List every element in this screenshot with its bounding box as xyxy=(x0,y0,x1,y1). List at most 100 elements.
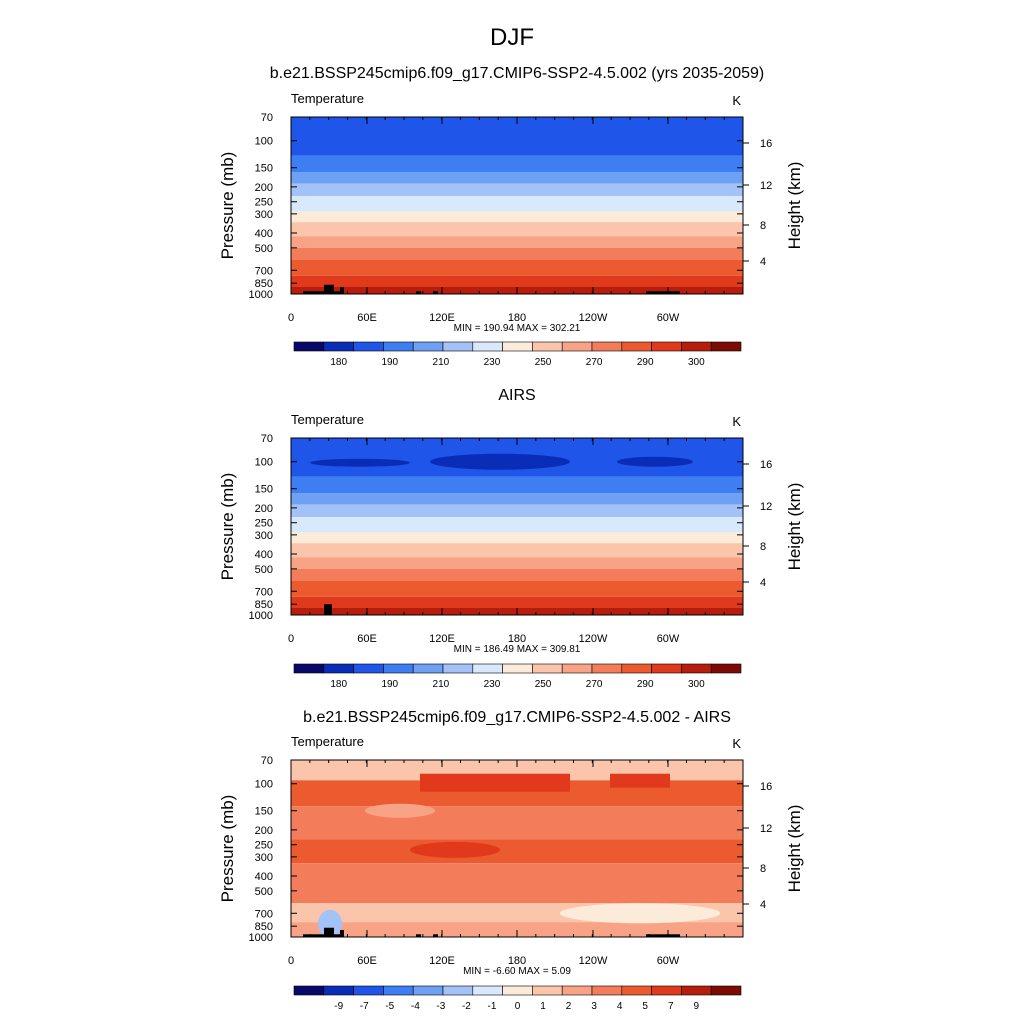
colorbar-label: 210 xyxy=(433,357,450,368)
panel-title: AIRS xyxy=(498,387,535,404)
units-label: K xyxy=(732,736,741,751)
warm-patch xyxy=(610,773,670,788)
colorbar-swatch xyxy=(383,985,414,996)
y-tick-label: 400 xyxy=(255,228,273,240)
y-tick-label: 1000 xyxy=(249,932,273,944)
y-tick-label: 250 xyxy=(255,840,273,852)
x-tick-label: 0 xyxy=(288,312,294,324)
x-tick-label: 60E xyxy=(357,312,377,324)
x-tick-label: 180 xyxy=(508,633,526,645)
y-axis-label: Pressure (mb) xyxy=(218,152,237,260)
colorbar-swatch xyxy=(561,985,593,996)
panel-title: b.e21.BSSP245cmip6.f09_g17.CMIP6-SSP2-4.… xyxy=(270,65,765,82)
colorbar-label: 0 xyxy=(515,1001,521,1012)
panels: b.e21.BSSP245cmip6.f09_g17.CMIP6-SSP2-4.… xyxy=(218,65,804,1012)
units-label: K xyxy=(732,93,741,108)
colorbar-label: -7 xyxy=(360,1001,369,1012)
contour-band-9 xyxy=(291,568,743,581)
y-tick-label: 70 xyxy=(261,112,273,124)
colorbar-swatch xyxy=(383,341,414,352)
colorbar-swatch xyxy=(681,341,712,352)
colorbar-swatch xyxy=(472,985,503,996)
chart-panel-3: b.e21.BSSP245cmip6.f09_g17.CMIP6-SSP2-4.… xyxy=(218,709,804,1012)
contour-band-11 xyxy=(291,596,743,608)
y-tick-label: 70 xyxy=(261,433,273,445)
contour-band-5 xyxy=(291,863,743,903)
colorbar-swatch xyxy=(591,663,623,674)
contour-band-11 xyxy=(291,275,743,287)
colorbar-label: -5 xyxy=(385,1001,394,1012)
height-tick-label: 12 xyxy=(760,823,772,835)
x-tick-label: 120W xyxy=(579,955,608,967)
contour-band-4 xyxy=(291,504,743,518)
contour-band-4 xyxy=(291,183,743,197)
height-tick-label: 16 xyxy=(760,781,772,793)
y-tick-label: 150 xyxy=(255,806,273,818)
y-tick-label: 700 xyxy=(255,265,273,277)
y-tick-label: 300 xyxy=(255,852,273,864)
y-tick-label: 400 xyxy=(255,871,273,883)
height-tick-label: 8 xyxy=(760,541,766,553)
y-tick-label: 250 xyxy=(255,197,273,209)
contour-band-3 xyxy=(291,806,743,840)
cold-core xyxy=(310,458,410,467)
y-tick-label: 200 xyxy=(255,825,273,837)
y-axis-label-right: Height (km) xyxy=(785,483,804,571)
x-tick-label: 0 xyxy=(288,633,294,645)
topography-mask xyxy=(303,934,343,937)
page-title: DJF xyxy=(490,24,534,51)
x-tick-label: 120W xyxy=(579,312,608,324)
colorbar-label: 290 xyxy=(637,357,654,368)
x-tick-label: 120E xyxy=(429,955,455,967)
x-tick-label: 120W xyxy=(579,633,608,645)
colorbar-label: 1 xyxy=(540,1001,546,1012)
height-tick-label: 16 xyxy=(760,138,772,150)
colorbar-label: -2 xyxy=(462,1001,471,1012)
colorbar-swatch xyxy=(353,663,384,674)
topography-mask xyxy=(324,604,332,615)
contour-band-6 xyxy=(291,211,743,223)
colorbar-label: 190 xyxy=(381,679,398,690)
colorbar-swatch xyxy=(472,341,503,352)
height-tick-label: 12 xyxy=(760,180,772,192)
height-tick-label: 16 xyxy=(760,459,772,471)
topography-mask xyxy=(646,934,680,937)
y-tick-label: 700 xyxy=(255,586,273,598)
x-tick-label: 0 xyxy=(288,955,294,967)
cool-patch xyxy=(365,803,435,818)
y-axis-label-right: Height (km) xyxy=(785,162,804,250)
y-tick-label: 850 xyxy=(255,278,273,290)
height-tick-label: 4 xyxy=(760,577,766,589)
x-tick-label: 180 xyxy=(508,312,526,324)
colorbar-swatch xyxy=(323,985,354,996)
variable-label: Temperature xyxy=(291,734,364,749)
topography-mask xyxy=(433,291,438,294)
contour-band-6 xyxy=(291,532,743,544)
topography-mask xyxy=(433,934,438,937)
colorbar-swatch xyxy=(591,341,623,352)
topography-mask xyxy=(340,286,344,294)
units-label: K xyxy=(732,414,741,429)
topography-mask xyxy=(324,284,334,294)
colorbar-label: 250 xyxy=(535,357,552,368)
contour-band-3 xyxy=(291,172,743,184)
colorbar-swatch xyxy=(442,663,474,674)
topography-mask xyxy=(646,291,680,294)
colorbar-swatch xyxy=(651,341,682,352)
contour-band-7 xyxy=(291,543,743,558)
colorbar-swatch xyxy=(561,341,593,352)
colorbar-label: -4 xyxy=(411,1001,420,1012)
colorbar-label: 270 xyxy=(586,357,603,368)
colorbar-swatch xyxy=(323,663,354,674)
contour-band-8 xyxy=(291,557,743,569)
x-tick-label: 60W xyxy=(657,633,680,645)
colorbar-swatch xyxy=(681,985,712,996)
contour-band-4 xyxy=(291,839,743,864)
colorbar-label: 2 xyxy=(566,1001,572,1012)
y-axis-label: Pressure (mb) xyxy=(218,473,237,581)
warm-patch xyxy=(420,773,570,792)
y-tick-label: 150 xyxy=(255,484,273,496)
colorbar-swatch xyxy=(293,663,325,674)
